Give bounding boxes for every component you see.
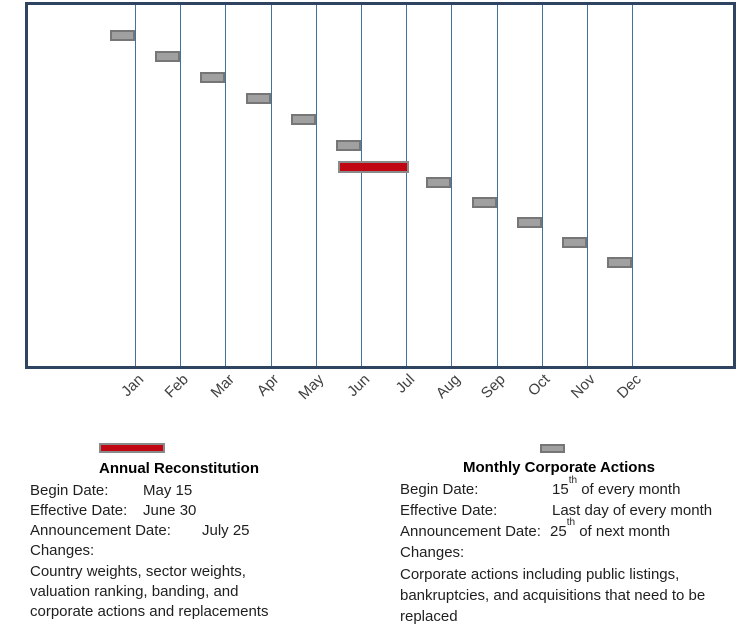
month-gridline — [541, 5, 543, 366]
monthly-action-bar — [336, 140, 361, 151]
monthly-action-bar — [155, 51, 181, 62]
month-gridline — [315, 5, 317, 366]
monthly-effective-date-value: Last day of every month — [552, 502, 713, 519]
month-gridline — [135, 5, 136, 366]
monthly-begin-date-value: 15th of every month — [552, 475, 681, 499]
annual-effective-date-label: Effective Date: — [30, 502, 128, 519]
monthly-begin-date-row: Begin Date: 15th of every month — [400, 475, 754, 500]
monthly-action-bar — [110, 30, 135, 41]
monthly-effective-date-label: Effective Date: — [400, 502, 498, 519]
monthly-action-bar — [562, 237, 587, 248]
x-axis-label: Jun — [343, 371, 374, 401]
monthly-action-bar — [516, 217, 542, 228]
monthly-announcement-date-row: Announcement Date: 25th of next month — [400, 517, 754, 542]
legend-monthly-title: Monthly Corporate Actions — [463, 459, 655, 476]
x-axis-label: Sep — [477, 371, 509, 402]
month-gridline — [632, 5, 634, 366]
x-axis-label: Mar — [207, 371, 238, 402]
monthly-description-line: bankruptcies, and acquisitions that need… — [400, 587, 706, 604]
annual-begin-date-label: Begin Date: — [30, 482, 109, 499]
x-axis-label: May — [295, 371, 328, 404]
annual-announcement-date-value: July 25 — [202, 522, 250, 539]
annual-description-line: Country weights, sector weights, — [30, 563, 246, 580]
monthly-action-bar — [426, 177, 452, 188]
month-gridline — [361, 5, 362, 366]
month-gridline — [451, 5, 453, 366]
monthly-begin-date-label: Begin Date: — [400, 481, 479, 498]
annual-changes-row: Changes: — [30, 541, 385, 561]
legend-annual-title: Annual Reconstitution — [99, 460, 259, 477]
annual-description-line: valuation ranking, banding, and — [30, 583, 239, 600]
x-axis-label: Apr — [254, 371, 283, 400]
monthly-changes-row: Changes: — [400, 542, 754, 563]
monthly-description-line: Corporate actions including public listi… — [400, 566, 680, 583]
monthly-announcement-date-label: Announcement Date: — [400, 523, 541, 540]
annual-announcement-date-row: Announcement Date: July 25 — [30, 521, 385, 541]
monthly-action-bar — [200, 72, 226, 83]
monthly-action-bar — [471, 197, 497, 208]
legend-annual-reconstitution: Annual Reconstitution Begin Date: May 15… — [30, 440, 385, 622]
annual-announcement-date-label: Announcement Date: — [30, 522, 171, 539]
monthly-changes-label: Changes: — [400, 544, 465, 561]
monthly-effective-date-row: Effective Date: Last day of every month — [400, 500, 754, 521]
monthly-action-bar — [290, 114, 316, 125]
annual-begin-date-value: May 15 — [143, 482, 193, 499]
legend-monthly-corporate-actions: Monthly Corporate Actions Begin Date: 15… — [400, 440, 754, 624]
month-gridline — [180, 5, 182, 366]
monthly-action-bar — [607, 257, 633, 268]
x-axis-label: Dec — [613, 371, 645, 402]
monthly-description-line: replaced — [400, 608, 458, 624]
month-gridline — [406, 5, 408, 366]
annual-effective-date-row: Effective Date: June 30 — [30, 501, 385, 521]
annual-changes-label: Changes: — [30, 542, 95, 559]
annual-description-line: corporate actions and replacements — [30, 603, 269, 620]
x-axis-label: Jan — [117, 371, 148, 401]
month-gridline — [270, 5, 272, 366]
annual-begin-date-row: Begin Date: May 15 — [30, 481, 385, 501]
x-axis-label: Feb — [161, 371, 193, 402]
annual-effective-date-value: June 30 — [143, 502, 197, 519]
x-axis-label: Oct — [525, 371, 554, 400]
annual-reconstitution-bar — [338, 161, 410, 173]
chart-plot-area — [28, 5, 733, 366]
monthly-action-bar — [245, 93, 271, 104]
annual-reconstitution-swatch — [99, 443, 165, 453]
monthly-announcement-date-value: 25th of next month — [550, 517, 671, 541]
x-axis-label: Aug — [432, 371, 464, 402]
x-axis-label: Nov — [568, 371, 600, 402]
month-gridline — [225, 5, 227, 366]
x-axis-label: Jul — [392, 371, 419, 397]
month-gridline — [496, 5, 498, 366]
monthly-corporate-actions-swatch — [540, 444, 565, 453]
month-gridline — [587, 5, 588, 366]
